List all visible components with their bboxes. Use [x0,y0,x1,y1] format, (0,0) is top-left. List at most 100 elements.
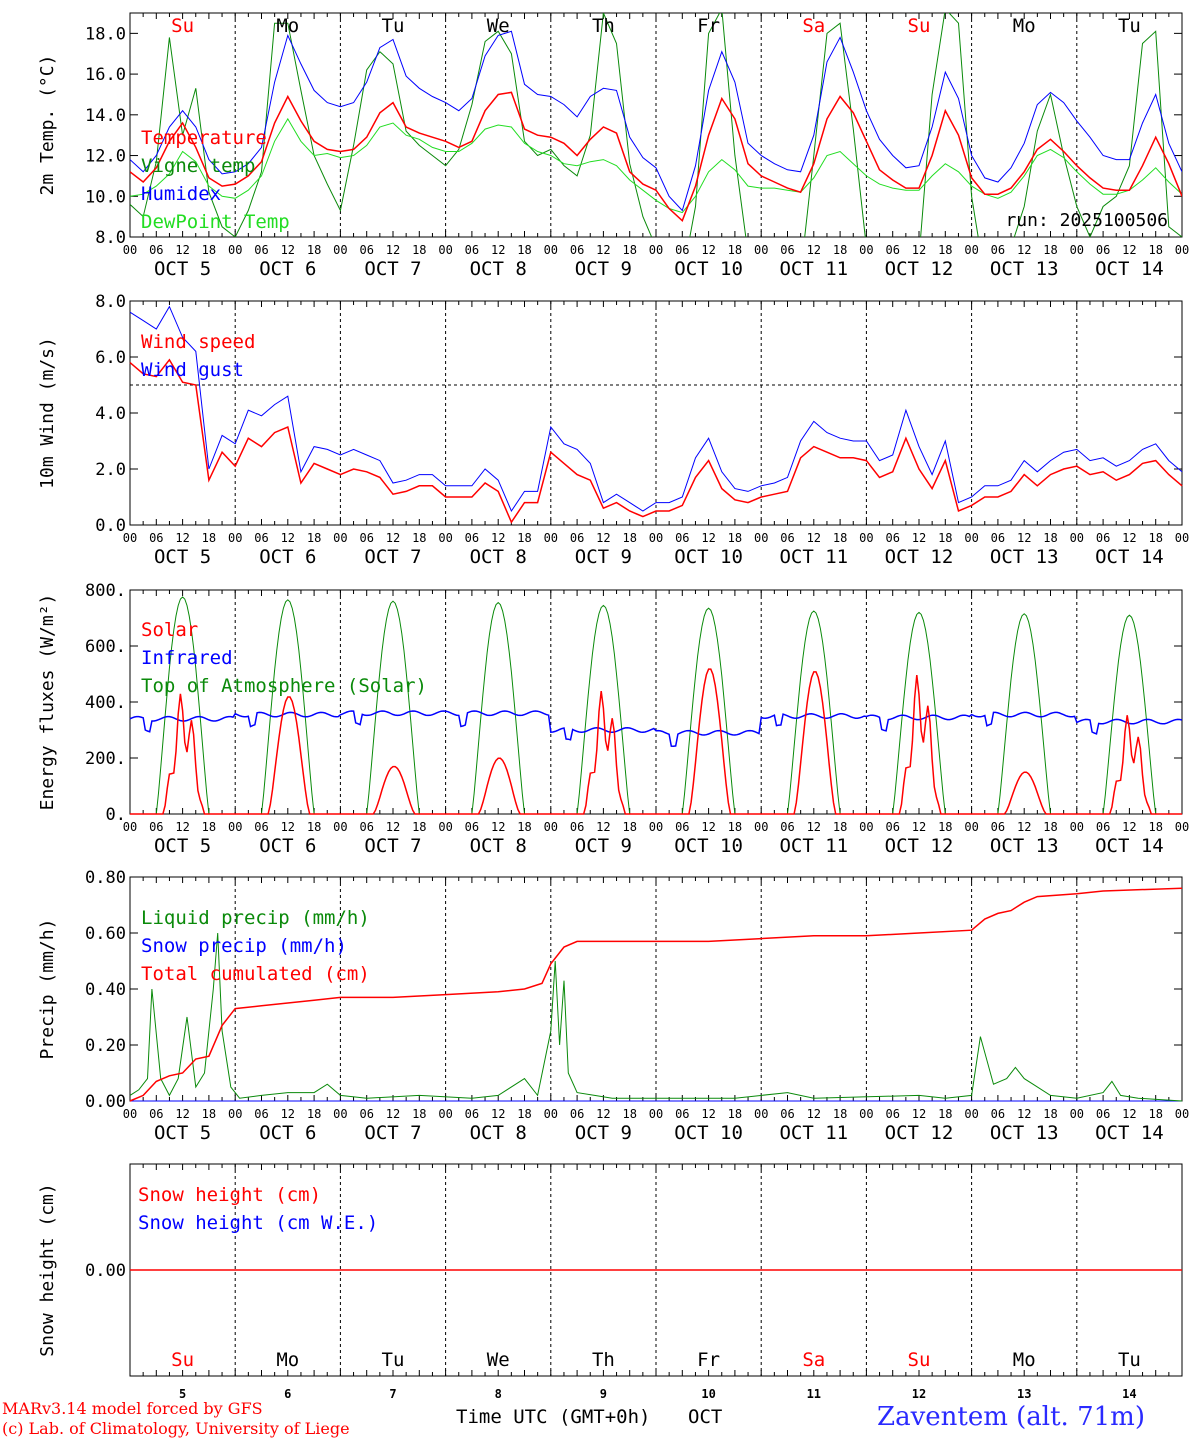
legend-entry: Vigne temp [141,155,255,177]
hour-tick-label: 00 [859,1107,873,1121]
hour-tick-label: 12 [491,243,505,257]
hour-tick-label: 18 [1148,243,1162,257]
legend-entry: Snow height (cm) [138,1184,321,1206]
hour-tick-label: 00 [228,1107,242,1121]
hour-tick-label: 00 [228,243,242,257]
hour-tick-label: 06 [991,1107,1005,1121]
hour-tick-label: 12 [386,1107,400,1121]
day-number-label: 5 [179,1387,186,1401]
date-label: OCT 9 [575,835,632,857]
hour-tick-label: 00 [1070,1107,1084,1121]
hour-tick-label: 18 [1043,531,1057,545]
hour-tick-label: 12 [1122,531,1136,545]
liquid-precip-mm-h-line [129,932,1183,1102]
hour-tick-label: 18 [202,820,216,834]
hour-tick-label: 06 [885,243,899,257]
precipitation-panel: 0.00 0.20 0.40 0.60 0.80 Precip (mm/h) Liquid … [37,868,1189,1144]
y-tick-label: 2.0 [95,460,126,480]
legend-entry: Snow precip (mm/h) [141,935,347,957]
date-label: OCT 6 [259,546,316,568]
hour-tick-label: 00 [123,531,137,545]
y-tick-label: 400. [85,693,126,713]
hour-tick-label: 06 [675,820,689,834]
hour-tick-label: 06 [254,1107,268,1121]
hour-tick-label: 18 [1148,531,1162,545]
y-tick-label: 600. [85,637,126,657]
hour-tick-label: 00 [649,820,663,834]
credit-line-1: MARv3.14 model forced by GFS [2,1399,263,1418]
hour-tick-label: 00 [1070,820,1084,834]
y-tick-label: 0.60 [85,924,126,944]
wind-speed-line [129,358,1183,524]
hour-tick-label: 12 [1017,531,1031,545]
hour-tick-label: 18 [517,820,531,834]
date-label: OCT 5 [154,546,211,568]
hour-tick-label: 00 [438,243,452,257]
hour-tick-label: 18 [938,243,952,257]
date-label: OCT 6 [259,1122,316,1144]
energy-flux-panel: 0. 200. 400. 600. 800. Energy fluxes (W/m²) So… [37,581,1189,857]
weekday-label: Su [171,1349,194,1371]
hour-tick-label: 12 [807,243,821,257]
hour-tick-label: 00 [964,1107,978,1121]
hour-tick-label: 12 [807,531,821,545]
hour-tick-label: 00 [859,531,873,545]
hour-tick-label: 06 [254,820,268,834]
temp-series-group [130,13,1182,237]
y-axis-title: 2m Temp. (°C) [37,55,58,196]
weekday-label: Su [908,15,931,37]
month-label: OCT [688,1406,722,1428]
hour-tick-label: 00 [228,531,242,545]
y-tick-label: 16.0 [85,65,126,85]
legend-entry: Total cumulated (cm) [141,963,370,985]
date-label: OCT 7 [364,258,421,280]
weekday-label: Sa [802,15,825,37]
hour-tick-label: 00 [333,531,347,545]
hour-tick-label: 00 [859,820,873,834]
hour-tick-label: 00 [333,1107,347,1121]
legend-entry: Wind gust [141,359,244,381]
hour-tick-label: 18 [412,1107,426,1121]
date-label: OCT 14 [1095,1122,1164,1144]
date-label: OCT 11 [779,1122,848,1144]
bottom-time-axis: 5 6 7 8 9 10 11 12 13 14 Time UTC (GMT+0h) OCT [179,1387,1137,1428]
legend-entry: DewPoint Temp [141,211,290,233]
hour-tick-label: 00 [438,1107,452,1121]
hour-tick-label: 12 [912,820,926,834]
hour-tick-label: 18 [1148,820,1162,834]
y-tick-label: 14.0 [85,106,126,126]
hour-tick-label: 18 [517,243,531,257]
hour-tick-label: 06 [149,243,163,257]
hour-tick-label: 18 [833,531,847,545]
date-label: OCT 13 [990,546,1059,568]
hour-tick-label: 06 [254,531,268,545]
hour-tick-label: 00 [964,243,978,257]
hour-tick-label: 06 [1096,820,1110,834]
hour-tick-label: 00 [754,820,768,834]
hour-tick-label: 00 [649,243,663,257]
date-label: OCT 14 [1095,546,1164,568]
wind-panel: 0.0 2.0 4.0 6.0 8.0 10m Wind (m/s) Wind speed W… [37,292,1189,568]
weekday-label: Th [592,1349,615,1371]
hour-tick-label: 18 [307,243,321,257]
solar-line [130,668,1182,815]
hour-tick-label: 18 [412,243,426,257]
y-tick-label: 8.0 [95,228,126,248]
legend-entry: Top of Atmosphere (Solar) [141,675,427,697]
hour-tick-label: 00 [859,243,873,257]
hour-tick-label: 06 [149,820,163,834]
hour-tick-label: 18 [307,531,321,545]
hour-tick-label: 12 [281,820,295,834]
hour-tick-label: 18 [622,531,636,545]
hour-tick-label: 00 [544,820,558,834]
y-tick-label: 0.40 [85,980,126,1000]
hour-tick-label: 06 [991,243,1005,257]
humidex-line [130,30,1182,212]
date-label: OCT 11 [779,258,848,280]
hour-tick-label: 12 [807,820,821,834]
hour-tick-label: 12 [912,531,926,545]
hour-tick-label: 00 [1175,1107,1189,1121]
hour-tick-label: 06 [780,820,794,834]
hour-tick-label: 06 [570,531,584,545]
weekday-label: Tu [382,1349,405,1371]
